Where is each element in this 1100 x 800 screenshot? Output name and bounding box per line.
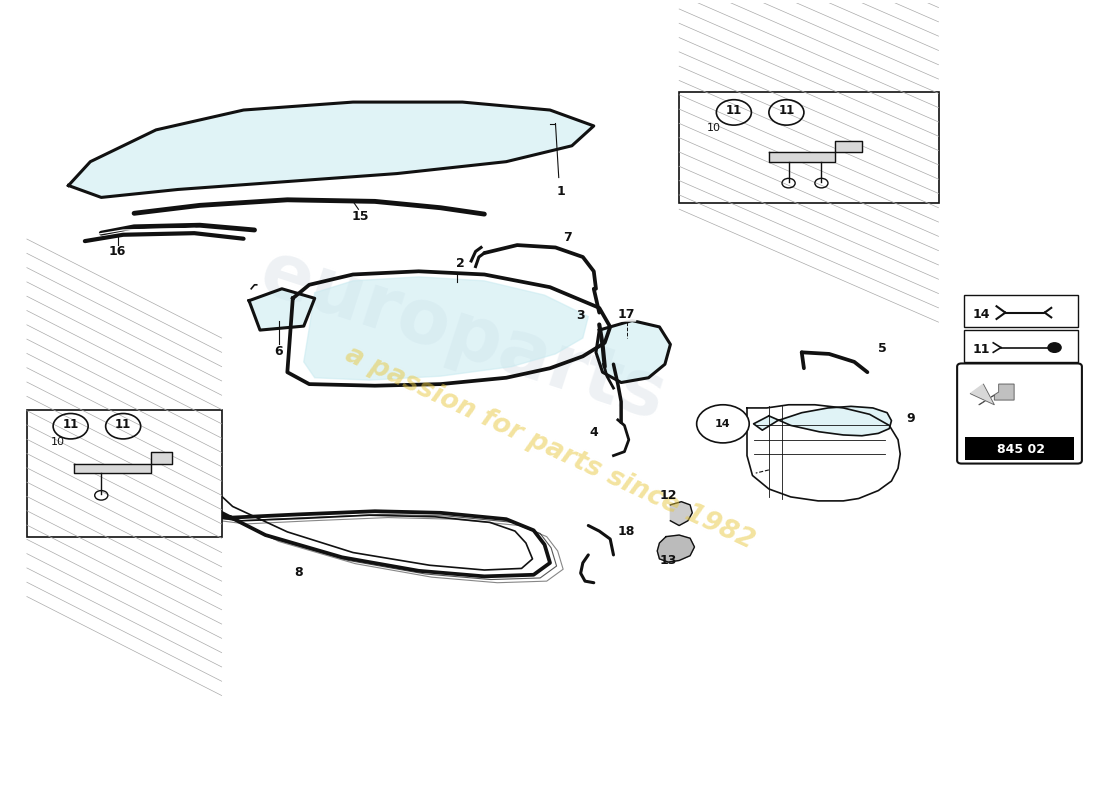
Polygon shape [754,406,891,436]
Text: 1: 1 [557,185,565,198]
Text: 10: 10 [707,123,722,134]
FancyBboxPatch shape [964,295,1078,327]
Text: 13: 13 [659,554,676,566]
Text: 10: 10 [51,438,65,447]
Text: 7: 7 [563,231,572,244]
Text: 18: 18 [618,525,635,538]
Text: 5: 5 [878,342,887,355]
Polygon shape [68,102,594,198]
FancyBboxPatch shape [26,410,222,537]
Polygon shape [670,502,692,526]
Text: 2: 2 [455,258,464,270]
Polygon shape [249,289,315,330]
Text: 14: 14 [972,308,990,321]
Circle shape [696,405,749,443]
Text: 8: 8 [294,566,302,579]
Text: a passion for parts since 1982: a passion for parts since 1982 [341,341,759,554]
Text: 3: 3 [576,309,585,322]
Text: 11: 11 [726,104,742,117]
FancyBboxPatch shape [957,363,1082,463]
Text: 12: 12 [659,490,676,502]
FancyBboxPatch shape [679,92,938,203]
Text: 6: 6 [274,345,283,358]
Polygon shape [979,384,1014,405]
Text: 11: 11 [972,342,990,356]
Text: 9: 9 [906,412,915,426]
Polygon shape [74,453,173,473]
Circle shape [1048,342,1062,352]
Polygon shape [658,535,694,562]
Text: europarts: europarts [251,236,674,437]
Text: 14: 14 [715,419,730,429]
Polygon shape [769,141,862,162]
Text: 16: 16 [109,246,126,258]
FancyBboxPatch shape [965,438,1075,459]
FancyBboxPatch shape [964,330,1078,362]
Text: 15: 15 [352,210,370,222]
Polygon shape [304,277,588,380]
Polygon shape [970,384,994,405]
Polygon shape [596,321,670,382]
Text: 11: 11 [779,104,794,117]
Text: 4: 4 [590,426,598,438]
Text: 11: 11 [63,418,79,431]
Text: 11: 11 [116,418,131,431]
Text: 17: 17 [618,308,636,321]
Text: 845 02: 845 02 [997,442,1045,456]
